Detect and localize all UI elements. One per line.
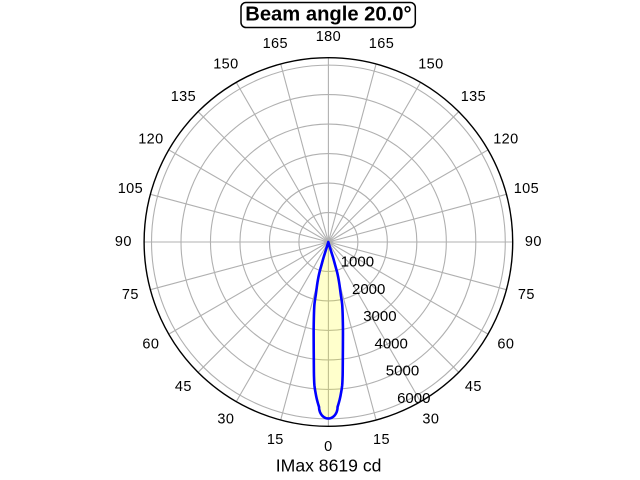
svg-text:15: 15 [267, 432, 284, 448]
svg-text:105: 105 [514, 181, 539, 197]
svg-text:120: 120 [493, 132, 518, 148]
svg-text:105: 105 [118, 181, 143, 197]
svg-text:30: 30 [217, 412, 234, 428]
svg-text:Beam angle 20.0°: Beam angle 20.0° [245, 4, 411, 26]
svg-text:45: 45 [175, 379, 192, 395]
svg-text:90: 90 [115, 234, 132, 250]
svg-text:6000: 6000 [397, 390, 430, 407]
svg-text:1000: 1000 [341, 254, 374, 271]
svg-text:4000: 4000 [375, 335, 408, 352]
svg-text:IMax 8619 cd: IMax 8619 cd [276, 455, 382, 475]
svg-text:45: 45 [465, 379, 482, 395]
svg-text:15: 15 [373, 432, 390, 448]
svg-text:120: 120 [138, 132, 163, 148]
svg-text:165: 165 [263, 36, 288, 52]
svg-text:150: 150 [418, 57, 443, 73]
svg-text:180: 180 [316, 29, 341, 45]
svg-text:60: 60 [142, 337, 159, 353]
svg-text:5000: 5000 [386, 363, 419, 380]
svg-text:135: 135 [461, 89, 486, 105]
svg-text:2000: 2000 [352, 281, 385, 298]
svg-text:150: 150 [213, 57, 238, 73]
svg-text:30: 30 [422, 412, 439, 428]
svg-text:90: 90 [525, 234, 542, 250]
svg-text:0: 0 [324, 439, 332, 455]
svg-text:3000: 3000 [363, 308, 396, 325]
svg-text:165: 165 [369, 36, 394, 52]
svg-text:60: 60 [497, 337, 514, 353]
svg-text:75: 75 [518, 287, 535, 303]
svg-text:135: 135 [171, 89, 196, 105]
svg-text:75: 75 [122, 287, 139, 303]
